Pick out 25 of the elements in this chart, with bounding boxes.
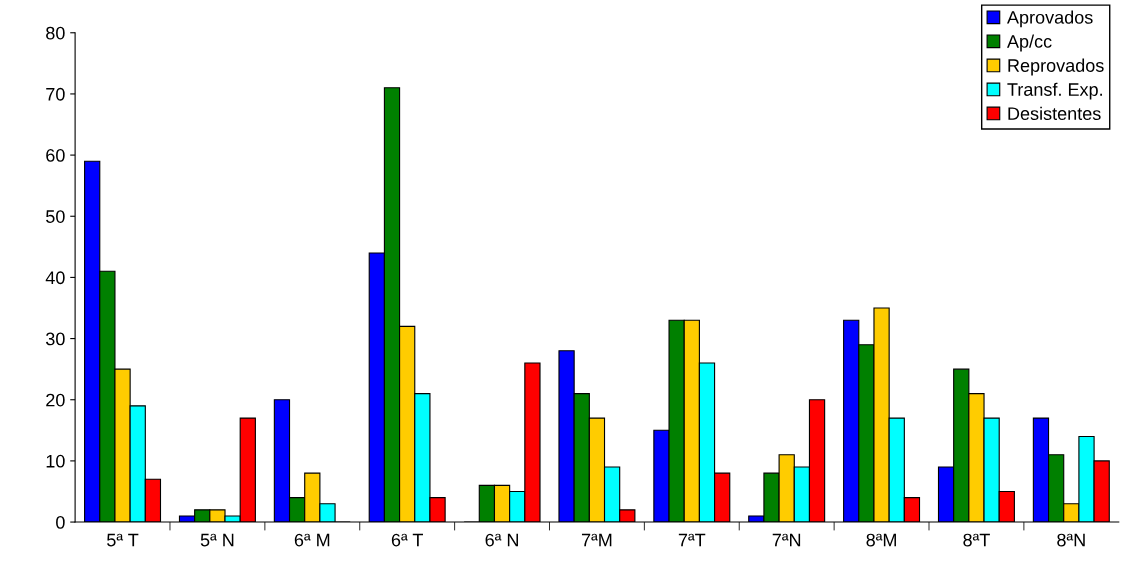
legend-label: Desistentes — [1008, 106, 1101, 120]
y-tick-label: 60 — [46, 149, 65, 162]
x-tick-label: 7ªT — [678, 533, 706, 547]
x-tick-label: 6ª N — [485, 533, 518, 547]
y-tick-label: 10 — [46, 454, 65, 468]
legend-label: Reprovados — [1008, 58, 1104, 76]
y-tick-label: 80 — [46, 26, 65, 40]
x-tick-label: 7ªM — [581, 533, 612, 547]
y-tick-label: 40 — [45, 271, 65, 285]
x-tick-label: 8ªT — [963, 533, 990, 547]
x-tick-label: 5ª N — [200, 533, 234, 547]
y-tick-label: 30 — [45, 332, 65, 346]
y-tick-label: 70 — [46, 87, 65, 101]
y-tick-label: 20 — [46, 393, 65, 407]
legend-label: Transf. Exp. — [1007, 82, 1102, 100]
x-tick-label: 8ªM — [866, 533, 896, 547]
legend-label: Ap/cc — [1007, 34, 1052, 52]
y-tick-label: 50 — [46, 210, 65, 223]
y-tick-label: 0 — [56, 515, 65, 529]
x-tick-label: 6ª M — [294, 533, 330, 547]
x-tick-label: 8ªN — [1057, 533, 1085, 547]
legend-label: Aprovados — [1007, 10, 1093, 28]
x-tick-label: 7ªN — [772, 533, 801, 547]
x-tick-label: 5ª T — [107, 533, 139, 547]
x-tick-label: 6ª T — [391, 533, 423, 547]
